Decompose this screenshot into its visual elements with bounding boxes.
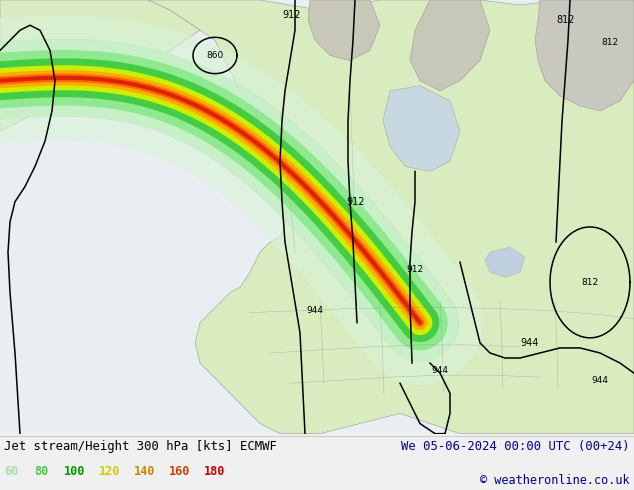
Text: 812: 812 [581,278,598,287]
Text: 60: 60 [4,465,18,478]
Text: We 05-06-2024 00:00 UTC (00+24): We 05-06-2024 00:00 UTC (00+24) [401,440,630,453]
Polygon shape [0,0,200,131]
Text: 944: 944 [521,338,539,348]
Text: 912: 912 [283,10,301,20]
Polygon shape [383,86,460,172]
Text: © weatheronline.co.uk: © weatheronline.co.uk [481,474,630,487]
Text: 912: 912 [406,265,424,274]
Text: 140: 140 [134,465,155,478]
Polygon shape [410,0,490,91]
Text: 180: 180 [204,465,225,478]
Text: 860: 860 [207,51,224,60]
Text: 912: 912 [347,196,365,207]
Text: 120: 120 [99,465,120,478]
Text: 160: 160 [169,465,190,478]
Text: 80: 80 [34,465,48,478]
Polygon shape [485,247,525,277]
Text: Jet stream/Height 300 hPa [kts] ECMWF: Jet stream/Height 300 hPa [kts] ECMWF [4,440,277,453]
Text: 944: 944 [592,376,609,385]
Text: 944: 944 [306,306,323,315]
Text: 812: 812 [602,38,619,48]
Text: 100: 100 [64,465,86,478]
Text: 812: 812 [557,15,575,25]
Polygon shape [535,0,634,111]
Polygon shape [308,0,380,60]
Text: 944: 944 [432,366,448,375]
Polygon shape [148,0,634,434]
